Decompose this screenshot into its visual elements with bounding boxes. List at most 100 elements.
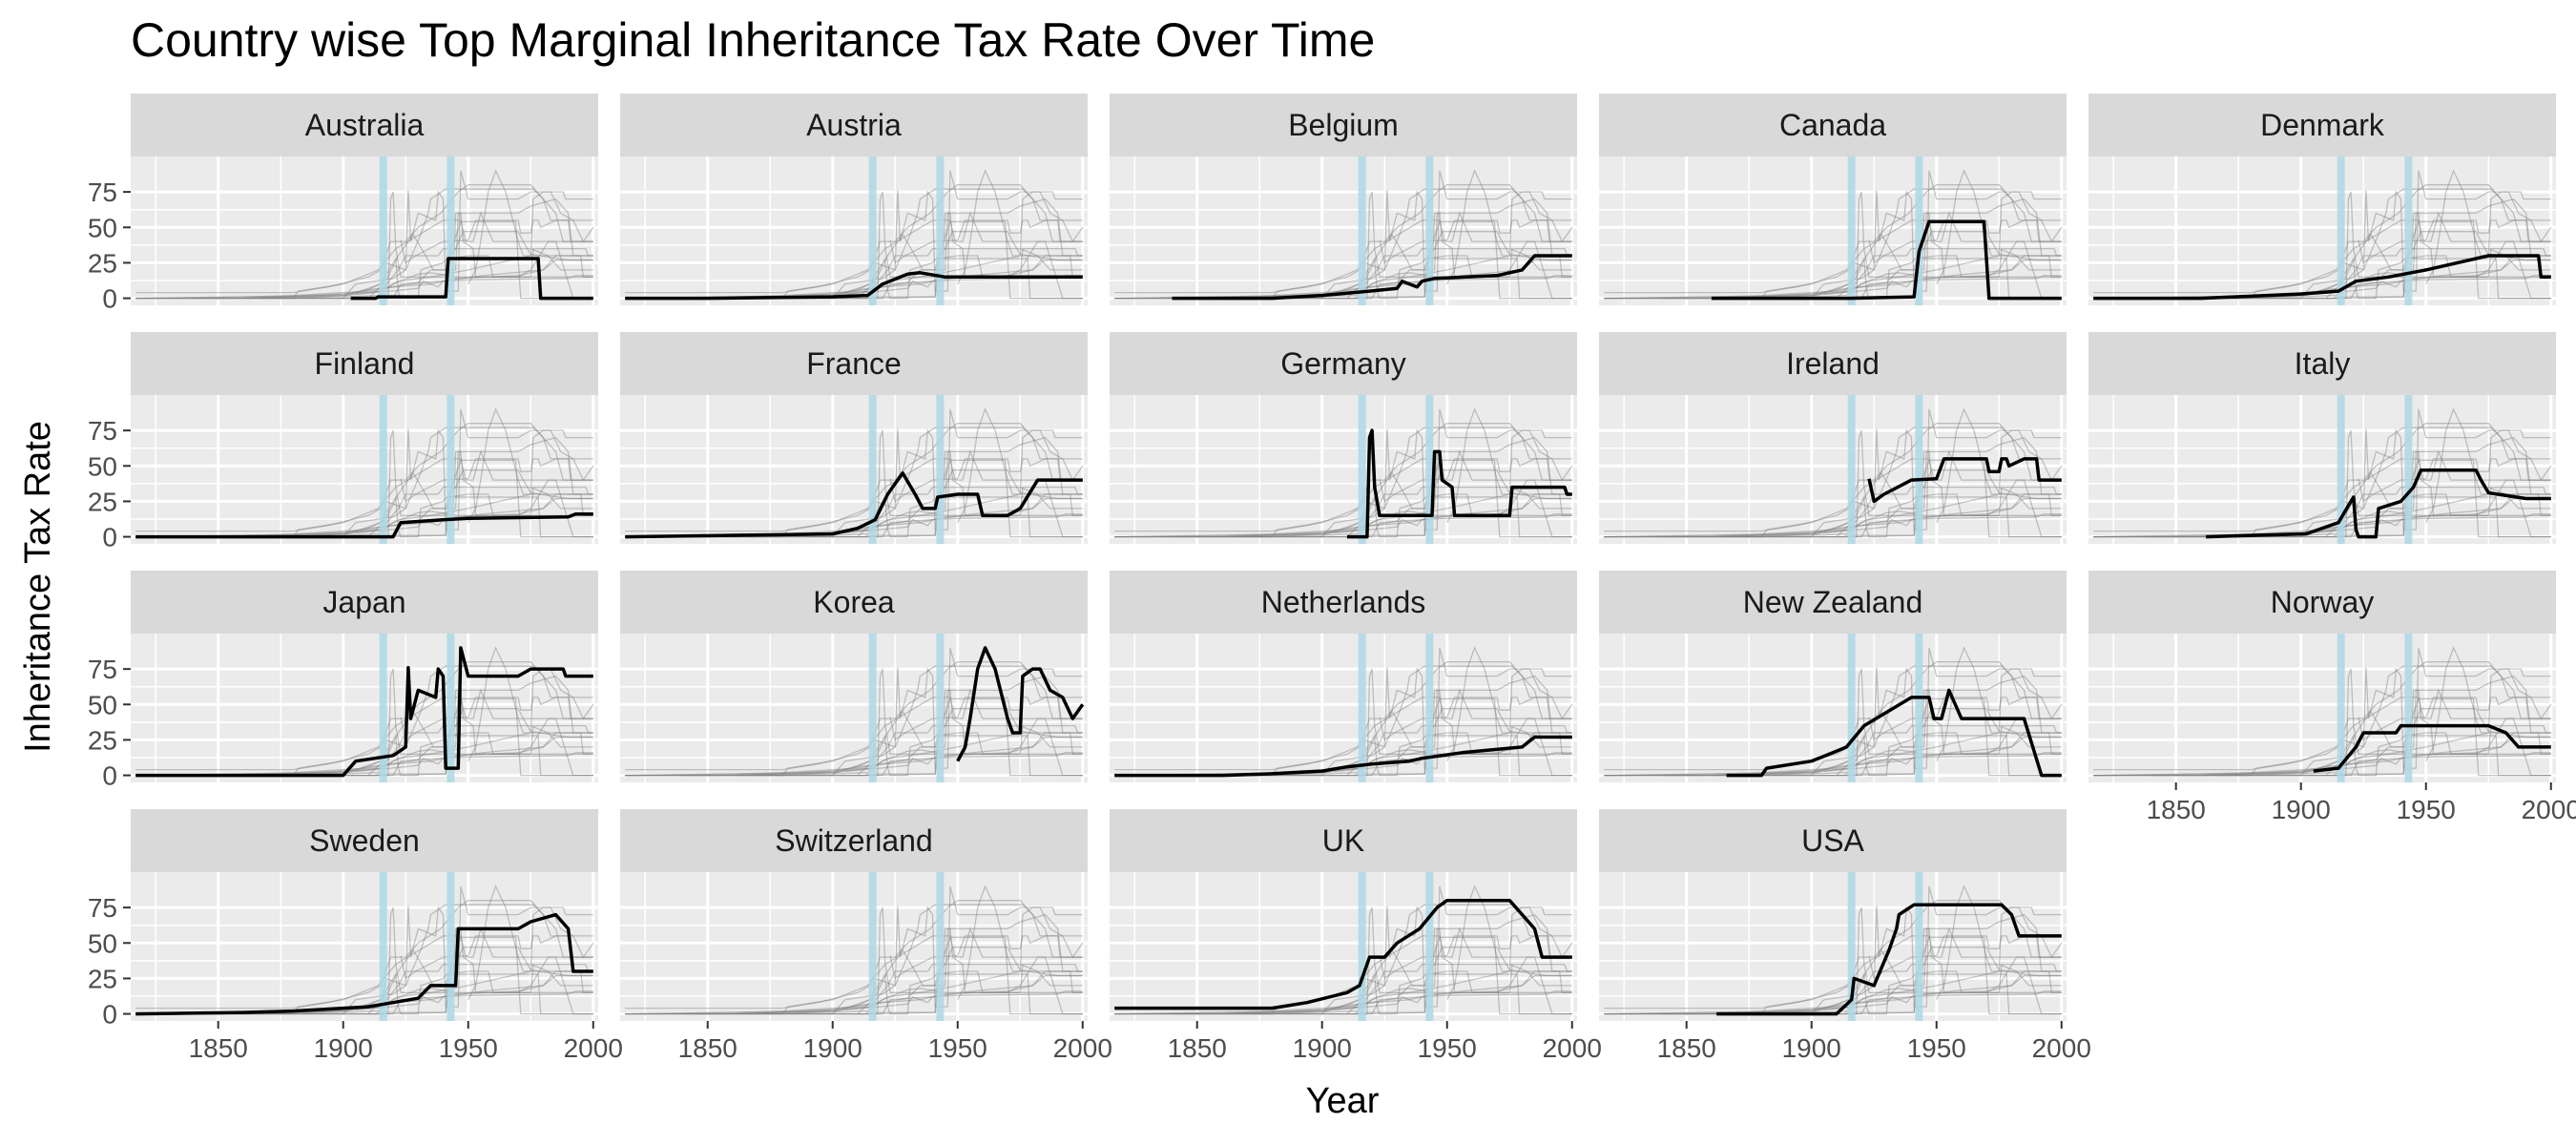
comparison-series-line xyxy=(1604,990,2062,1015)
facet-strip-label: Italy xyxy=(2295,346,2351,381)
comparison-series-line xyxy=(135,184,593,294)
x-tick-label: 1950 xyxy=(1907,1033,1966,1063)
comparison-series-line xyxy=(737,708,1083,777)
comparison-series-line xyxy=(1446,646,1573,762)
comparison-series-line xyxy=(2425,646,2552,762)
facet-panel: Korea xyxy=(620,571,1088,782)
y-tick-label: 50 xyxy=(88,213,117,242)
facet-panel: Australia 0 25 50 75 xyxy=(88,94,598,314)
facet-strip xyxy=(131,809,598,872)
comparison-series-line xyxy=(1936,169,2063,285)
comparison-series-line xyxy=(2206,708,2551,777)
x-tick-label: 1850 xyxy=(1168,1033,1227,1063)
facet-strip xyxy=(1599,571,2067,634)
comparison-series-line xyxy=(1379,935,1572,980)
comparison-series-line xyxy=(1446,885,1573,1001)
facet-panel: Denmark xyxy=(2088,94,2556,305)
x-tick-label: 1950 xyxy=(1418,1033,1477,1063)
comparison-series-line xyxy=(135,732,593,777)
comparison-series-line xyxy=(625,732,1083,777)
comparison-series-line xyxy=(135,255,593,300)
comparison-series-line xyxy=(1868,219,2062,264)
comparison-series-line xyxy=(625,675,1083,777)
comparison-series-line xyxy=(625,513,1083,538)
comparison-series-line xyxy=(135,408,593,538)
comparison-series-line xyxy=(1604,647,2062,777)
series-line xyxy=(1172,254,1572,301)
comparison-series-line xyxy=(1346,191,1572,300)
comparison-series-line xyxy=(1836,191,2062,300)
comparison-series-line xyxy=(1114,436,1572,538)
comparison-series-line xyxy=(1716,708,2062,777)
comparison-series-line xyxy=(467,885,594,1001)
comparison-series-line xyxy=(2093,661,2551,771)
comparison-series-line xyxy=(1334,247,1572,295)
comparison-series-line xyxy=(1604,913,2062,1015)
comparison-series-line xyxy=(1604,970,2062,1015)
comparison-series-line xyxy=(625,974,1083,1015)
y-tick-label: 50 xyxy=(88,928,117,958)
comparison-series-line xyxy=(625,990,1083,1015)
comparison-series-line xyxy=(1604,170,2062,300)
x-tick-label: 1900 xyxy=(1293,1033,1352,1063)
x-tick-label: 1900 xyxy=(1782,1033,1841,1063)
comparison-series-line xyxy=(1716,947,2062,1015)
facet-strip-label: Norway xyxy=(2271,585,2374,619)
series-line xyxy=(135,646,593,778)
comparison-series-line xyxy=(1346,668,1572,777)
comparison-series-line xyxy=(367,191,593,300)
comparison-series-line xyxy=(2093,736,2551,777)
comparison-series-line xyxy=(1604,436,2062,538)
y-tick-label: 0 xyxy=(102,284,117,314)
comparison-series-line xyxy=(1334,963,1572,1010)
comparison-lines xyxy=(135,407,594,538)
comparison-series-line xyxy=(1114,423,1572,532)
comparison-series-line xyxy=(625,661,1083,771)
comparison-series-line xyxy=(2358,219,2551,264)
series-line xyxy=(350,257,593,301)
comparison-series-line xyxy=(957,885,1084,1001)
comparison-series-line xyxy=(844,486,1083,533)
comparison-series-line xyxy=(193,732,593,777)
comparison-series-line xyxy=(2313,486,2551,533)
comparison-series-line xyxy=(844,724,1083,772)
facet-strip-label: Korea xyxy=(813,585,895,619)
comparison-series-line xyxy=(1114,275,1572,300)
comparison-series-line xyxy=(467,646,594,762)
comparison-series-line xyxy=(355,486,593,533)
comparison-series-line xyxy=(400,458,593,503)
comparison-series-line xyxy=(2093,184,2551,294)
comparison-series-line xyxy=(1836,906,2062,1015)
comparison-series-line xyxy=(1446,169,1573,285)
x-tick-label: 1950 xyxy=(928,1033,987,1063)
facet-strip-label: Sweden xyxy=(309,823,420,858)
comparison-series-line xyxy=(1114,497,1572,538)
comparison-series-line xyxy=(2093,513,2551,538)
y-tick-label: 50 xyxy=(88,451,117,481)
facet-strip-label: Germany xyxy=(1280,346,1406,381)
comparison-series-line xyxy=(2093,732,2551,777)
comparison-series-line xyxy=(1836,429,2062,538)
series-line xyxy=(1716,903,2062,1016)
comparison-series-line xyxy=(1346,906,1572,1015)
comparison-series-line xyxy=(1114,913,1572,1015)
comparison-series-line xyxy=(1379,219,1572,264)
facet-panel: Finland 0 25 50 75 xyxy=(88,332,598,552)
comparison-series-line xyxy=(1823,963,2062,1010)
comparison-series-line xyxy=(1227,947,1572,1015)
comparison-series-line xyxy=(1604,497,2062,538)
comparison-series-line xyxy=(1114,255,1572,300)
comparison-series-line xyxy=(1446,407,1573,524)
comparison-series-line xyxy=(625,913,1083,1015)
comparison-series-line xyxy=(1936,407,2063,524)
comparison-series-line xyxy=(625,170,1083,300)
comparison-series-line xyxy=(1716,469,2062,538)
comparison-series-line xyxy=(1114,184,1572,294)
comparison-series-line xyxy=(625,900,1083,1010)
facet-panel: Austria xyxy=(620,94,1088,305)
comparison-series-line xyxy=(682,732,1083,777)
comparison-series-line xyxy=(2358,458,2551,503)
comparison-series-line xyxy=(2325,429,2551,538)
comparison-series-line xyxy=(625,885,1083,1015)
comparison-series-line xyxy=(1661,255,2062,300)
